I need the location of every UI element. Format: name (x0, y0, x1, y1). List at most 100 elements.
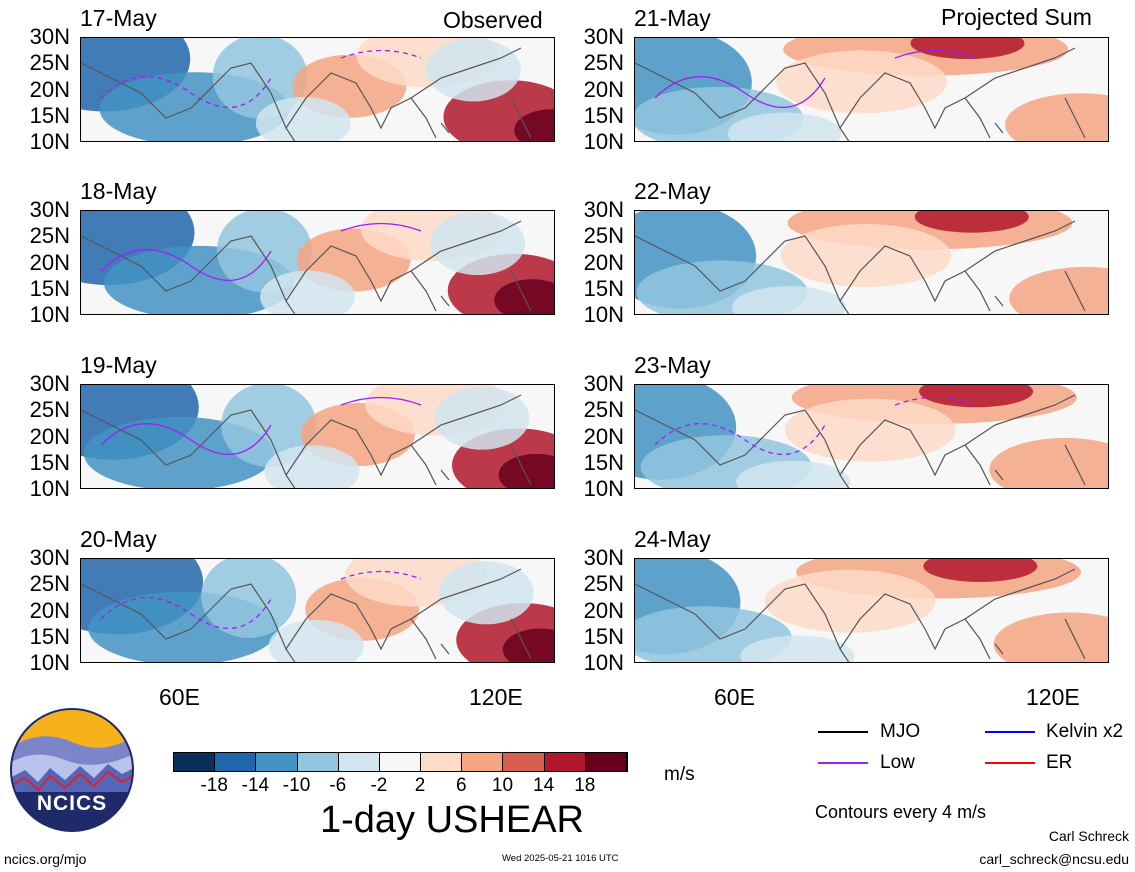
lat-tick-label: 15N (29, 449, 70, 475)
shade-region (919, 385, 1034, 408)
map-panel-22-May (634, 210, 1109, 315)
lat-tick-label: 25N (583, 50, 624, 76)
lat-tick-label: 15N (583, 275, 624, 301)
colorbar-tick-label: -10 (282, 775, 311, 796)
coastline (635, 394, 1086, 488)
lat-tick-label: 30N (29, 24, 70, 49)
colorbar-tick-label: -18 (200, 775, 228, 796)
coastline (81, 220, 532, 314)
lon-tick-60e-right: 60E (714, 684, 755, 710)
lat-tick-label: 20N (583, 423, 624, 449)
shade-region (740, 635, 855, 662)
colorbar-segment (585, 753, 627, 771)
colorbar-segment (338, 753, 380, 771)
legend-er-label: ER (1046, 752, 1073, 773)
map-panel-18-May (80, 210, 555, 315)
legend-kelvin-label: Kelvin x2 (1046, 721, 1124, 742)
lat-tick-label: 25N (583, 397, 624, 423)
lat-tick-label: 30N (583, 545, 624, 570)
panel-date-label: 18-May (80, 178, 157, 204)
colorbar-segment (503, 753, 545, 771)
shade-region (727, 112, 842, 141)
lat-tick-label: 25N (29, 571, 70, 597)
colorbar-segment (421, 753, 463, 771)
panel-date-label: 19-May (80, 352, 157, 378)
lat-tick-label: 25N (583, 223, 624, 249)
footer-email[interactable]: carl_schreck@ncsu.edu (979, 851, 1129, 867)
low-contour (100, 396, 422, 455)
lat-tick-label: 25N (29, 223, 70, 249)
shade-region (430, 212, 526, 276)
legend-kelvin-line (985, 731, 1035, 733)
lat-tick-label: 30N (29, 197, 70, 222)
coastline (81, 394, 532, 488)
colorbar-segment (174, 753, 216, 771)
low-contour (100, 49, 422, 108)
colorbar-tick-label: 18 (574, 775, 596, 796)
lat-tick-label: 20N (583, 597, 624, 623)
footer-timestamp: Wed 2025-05-21 1016 UTC (502, 853, 619, 864)
colorbar-tick-label: -6 (329, 775, 347, 796)
colorbar-tick-label: 6 (455, 775, 467, 796)
lat-tick-label: 30N (583, 197, 624, 222)
shade-region (1009, 266, 1108, 314)
lat-tick-label: 15N (583, 623, 624, 649)
lon-tick-120e-right: 120E (1026, 684, 1080, 710)
lat-tick-label: 30N (583, 24, 624, 49)
contour-note: Contours every 4 m/s (815, 802, 987, 822)
colorbar-segment (462, 753, 504, 771)
map-panel-21-May (634, 37, 1109, 142)
footer-author: Carl Schreck (1048, 828, 1129, 844)
lat-tick-label: 10N (583, 302, 624, 327)
panel-date-label: 24-May (634, 526, 711, 552)
shade-region (498, 453, 554, 488)
lat-tick-label: 25N (583, 571, 624, 597)
lat-tick-label: 30N (29, 371, 70, 396)
panel-date-label: 17-May (80, 5, 157, 31)
shade-region (993, 612, 1108, 662)
footer-url[interactable]: ncics.org/mjo (4, 851, 87, 867)
lat-tick-label: 10N (583, 476, 624, 501)
lat-tick-label: 10N (29, 650, 70, 675)
low-contour (654, 396, 976, 455)
lat-tick-label: 10N (583, 129, 624, 154)
coastline (81, 47, 532, 141)
shade-region (260, 270, 356, 314)
lat-tick-label: 15N (29, 102, 70, 128)
panel-date-label: 21-May (634, 5, 711, 31)
map-panel-23-May (634, 384, 1109, 489)
lat-tick-label: 15N (583, 449, 624, 475)
low-contour (654, 49, 976, 108)
legend-low-label: Low (880, 752, 915, 773)
shade-region (438, 561, 534, 625)
shade-region (784, 398, 956, 462)
lat-tick-label: 25N (29, 397, 70, 423)
colorbar-segment (215, 753, 257, 771)
legend-mjo-line (818, 731, 868, 733)
shade-region (780, 224, 952, 288)
map-panel-17-May (80, 37, 555, 142)
low-contour (100, 222, 422, 281)
chart-title: 1-day USHEAR (320, 799, 584, 841)
shade-region (268, 619, 364, 662)
shade-region (425, 38, 521, 102)
lat-tick-label: 15N (29, 275, 70, 301)
coastline (635, 47, 1086, 141)
lat-tick-label: 10N (583, 650, 624, 675)
lat-tick-label: 10N (29, 476, 70, 501)
coastline (635, 220, 1086, 314)
colorbar-segment (256, 753, 298, 771)
lat-tick-label: 20N (29, 423, 70, 449)
shade-region (914, 211, 1029, 233)
legend-er-line (985, 762, 1035, 764)
lat-tick-label: 20N (583, 76, 624, 102)
map-panel-24-May (634, 558, 1109, 663)
shade-region (731, 286, 846, 314)
shade-region (216, 211, 312, 293)
units-label: m/s (664, 764, 695, 785)
shade-region (212, 38, 308, 119)
colorbar-tick-label: -2 (370, 775, 388, 796)
lat-tick-label: 15N (583, 102, 624, 128)
shade-region (255, 97, 351, 141)
shade-region (502, 628, 554, 662)
